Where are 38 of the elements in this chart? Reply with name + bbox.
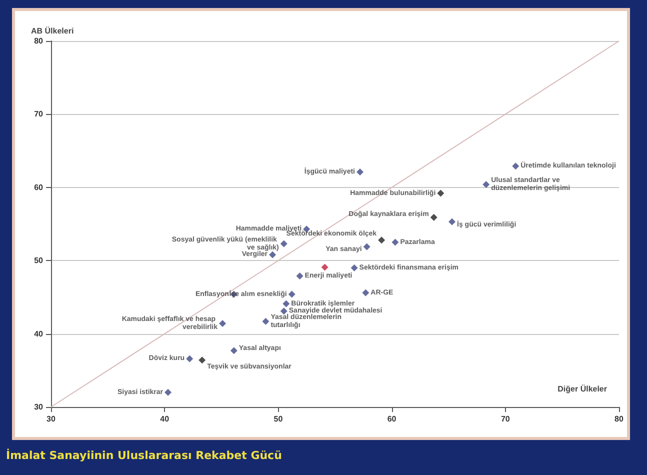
point [437, 190, 444, 197]
point [280, 240, 288, 248]
y-tick-label: 30 [34, 402, 44, 412]
point [262, 318, 270, 325]
point [230, 347, 238, 354]
point [362, 289, 370, 296]
point [363, 243, 370, 250]
x-tick-label: 40 [160, 414, 170, 424]
point [378, 236, 386, 244]
text: İmalat Sanayiinin Uluslararası Rekabet Gücü [6, 449, 282, 462]
x-tick-label: 50 [274, 414, 284, 424]
x-tick-label: 70 [500, 414, 510, 424]
point [350, 264, 358, 272]
point [321, 264, 328, 271]
point [219, 320, 226, 328]
x-axis-title: Diğer Ülkeler [558, 384, 607, 394]
point [186, 355, 194, 362]
point [198, 356, 206, 364]
point [482, 180, 490, 188]
point [269, 251, 276, 258]
y-tick-label: 80 [34, 36, 44, 46]
point [512, 162, 520, 170]
x-tick-label: 30 [46, 414, 56, 424]
point [288, 290, 296, 298]
y-tick-label: 40 [34, 329, 44, 338]
x-tick-label: 60 [387, 414, 397, 424]
point [282, 300, 290, 308]
point [392, 238, 399, 246]
x-tick-label: 80 [614, 414, 624, 424]
y-axis-title: AB Ülkeleri [31, 26, 74, 36]
y-tick-label: 50 [34, 256, 44, 266]
y-tick-label: 70 [34, 110, 44, 119]
point [430, 214, 438, 221]
y-tick-label: 60 [34, 182, 44, 192]
point [296, 272, 304, 280]
point [164, 388, 172, 396]
point [448, 218, 456, 226]
point [356, 168, 364, 176]
